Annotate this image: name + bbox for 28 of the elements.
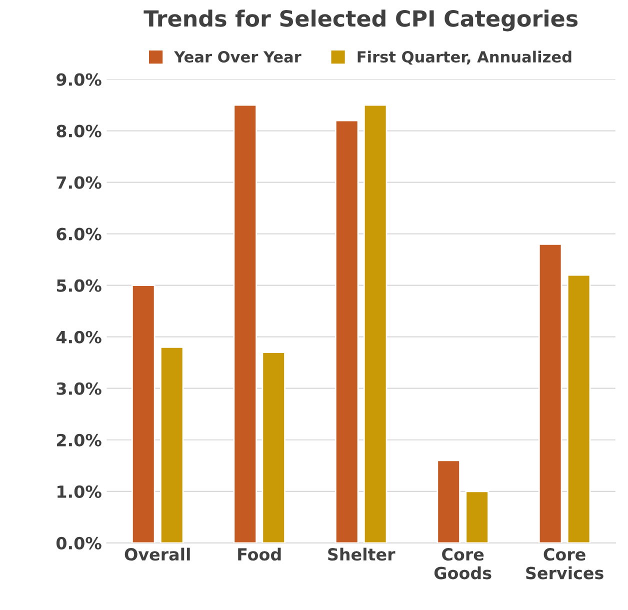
chart-title: Trends for Selected CPI Categories xyxy=(144,10,578,32)
y-tick-label: 4.0% xyxy=(56,330,102,344)
legend-label: First Quarter, Annualized xyxy=(358,50,572,65)
bar xyxy=(262,352,286,543)
x-tick-label: Food xyxy=(238,548,281,561)
y-tick-label: 2.0% xyxy=(56,434,102,446)
y-tick-label: 3.0% xyxy=(56,382,102,395)
bar xyxy=(233,104,258,543)
y-tick-label: 8.0% xyxy=(56,124,102,138)
bar xyxy=(436,460,460,543)
bar xyxy=(538,243,562,543)
bar xyxy=(160,346,184,543)
bar xyxy=(132,284,156,543)
y-tick-label: 0.0% xyxy=(56,536,102,550)
y-tick-label: 1.0% xyxy=(58,485,102,498)
x-tick-label: Overall xyxy=(124,548,190,561)
bar xyxy=(334,120,359,543)
y-tick-label: 7.0% xyxy=(56,176,102,189)
bar xyxy=(465,490,489,543)
y-tick-label: 6.0% xyxy=(56,228,102,240)
x-tick-label: Core Goods xyxy=(434,548,492,580)
x-tick-label: Core Services xyxy=(526,548,604,580)
bar xyxy=(363,104,388,543)
legend-label: Year Over Year xyxy=(174,51,302,63)
y-tick-label: 5.0% xyxy=(56,279,102,292)
bar xyxy=(566,274,591,543)
x-tick-label: Shelter xyxy=(328,548,396,561)
y-tick-label: 9.0% xyxy=(56,73,102,86)
